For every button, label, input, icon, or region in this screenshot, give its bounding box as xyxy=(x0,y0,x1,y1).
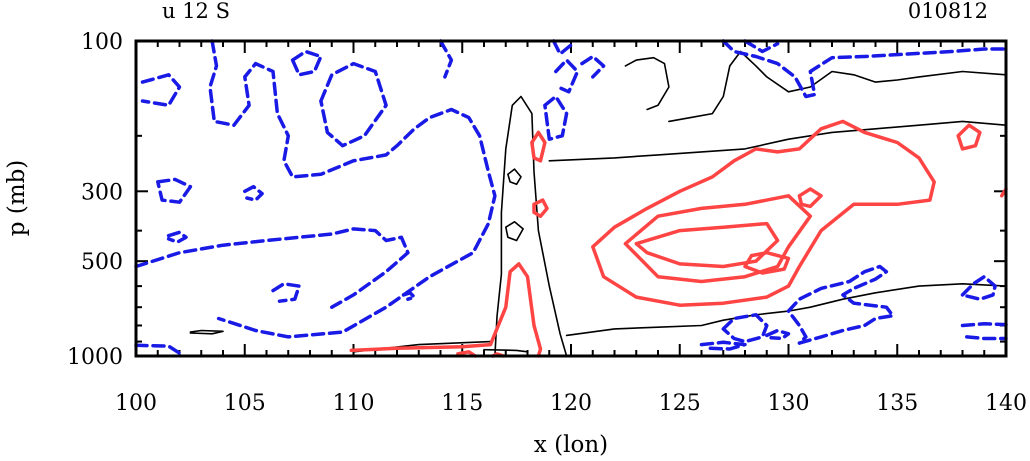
negative-contour xyxy=(965,335,1008,341)
negative-contour xyxy=(960,322,1008,328)
y-tick-label: 100 xyxy=(81,30,123,55)
zero-contour xyxy=(668,50,1007,123)
date-label: 010812 xyxy=(908,0,988,23)
positive-contour xyxy=(623,194,813,284)
negative-contour xyxy=(134,227,410,309)
negative-contour xyxy=(156,177,193,204)
positive-contour xyxy=(530,130,547,163)
negative-contour xyxy=(721,313,769,344)
negative-contour xyxy=(786,264,895,345)
negative-contour xyxy=(543,94,569,141)
positive-contour xyxy=(956,123,982,151)
negative-contour xyxy=(554,58,580,94)
x-tick-label: 130 xyxy=(768,391,810,416)
zero-contour xyxy=(624,56,670,111)
negative-contour xyxy=(319,61,388,148)
positive-contour xyxy=(634,221,780,269)
x-tick-label: 120 xyxy=(550,391,592,416)
zero-contour xyxy=(189,329,224,335)
negative-contour xyxy=(290,49,323,77)
negative-contour xyxy=(134,343,186,358)
positive-contour xyxy=(743,250,791,275)
zero-contour xyxy=(494,95,568,357)
negative-contour xyxy=(551,39,573,56)
negative-contour xyxy=(243,184,264,202)
x-tick-label: 100 xyxy=(115,391,157,416)
negative-contour xyxy=(960,274,997,301)
y-tick-label: 500 xyxy=(81,250,123,275)
y-tick-label: 300 xyxy=(81,180,123,205)
plot-frame xyxy=(134,39,1008,358)
zero-contour xyxy=(565,282,1007,337)
negative-contour xyxy=(580,54,606,79)
x-tick-label: 105 xyxy=(224,391,266,416)
x-tick-label: 115 xyxy=(441,391,483,416)
x-tick-label: 110 xyxy=(333,391,375,416)
contour-lines xyxy=(134,39,1008,358)
negative-contour xyxy=(140,73,182,108)
positive-contour xyxy=(532,198,549,218)
x-tick-label: 135 xyxy=(876,391,918,416)
negative-contour xyxy=(271,282,301,303)
zero-contour xyxy=(483,348,529,353)
negative-contour xyxy=(438,39,454,79)
chart-title: u 12 S xyxy=(162,0,230,23)
x-axis-label: x (lon) xyxy=(534,432,608,458)
negative-contour xyxy=(166,230,188,244)
x-tick-labels: 100 105 110 115 120 125 130 135 140 xyxy=(115,391,1027,416)
positive-contour xyxy=(591,119,936,307)
x-tick-label: 125 xyxy=(659,391,701,416)
x-tick-label: 140 xyxy=(985,391,1027,416)
zero-contour xyxy=(504,221,524,242)
zero-contour xyxy=(507,168,522,186)
negative-contour xyxy=(401,291,417,301)
positive-contour xyxy=(797,187,823,209)
negative-contour xyxy=(208,39,497,339)
negative-contour xyxy=(765,328,791,341)
y-tick-label: 1000 xyxy=(67,345,123,370)
negative-contour xyxy=(743,39,780,54)
negative-contour xyxy=(699,340,747,351)
zero-contour xyxy=(548,120,1007,162)
positive-contour xyxy=(349,262,543,358)
y-tick-labels: 100 300 500 1000 xyxy=(67,30,123,370)
negative-contour xyxy=(721,39,1008,99)
y-axis-label: p (mb) xyxy=(4,160,30,237)
